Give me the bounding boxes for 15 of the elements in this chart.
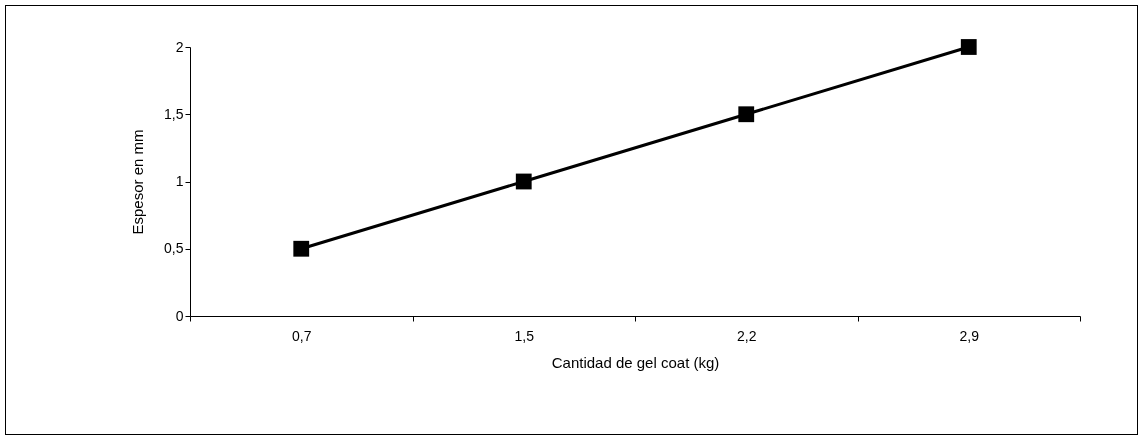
point [515, 173, 532, 190]
point [738, 106, 755, 123]
x-tick-label: 0,7 [292, 327, 312, 344]
y-tick-label: 0 [175, 307, 184, 324]
x-tick-label: 1,5 [514, 327, 535, 344]
x-tick-label: 2,9 [959, 327, 980, 344]
y-tick-label: 1 [175, 173, 184, 189]
y-tick-label: 2 [175, 38, 184, 55]
y-tick-label: 0,5 [164, 240, 184, 257]
y-tick-label: 1,5 [164, 105, 184, 122]
point [293, 240, 310, 257]
x-tick-label: 2,2 [737, 327, 757, 344]
y-axis-title: Espesor en mm [129, 129, 147, 235]
x-axis-title: Cantidad de gel coat (kg) [551, 353, 720, 371]
point [960, 39, 977, 55]
